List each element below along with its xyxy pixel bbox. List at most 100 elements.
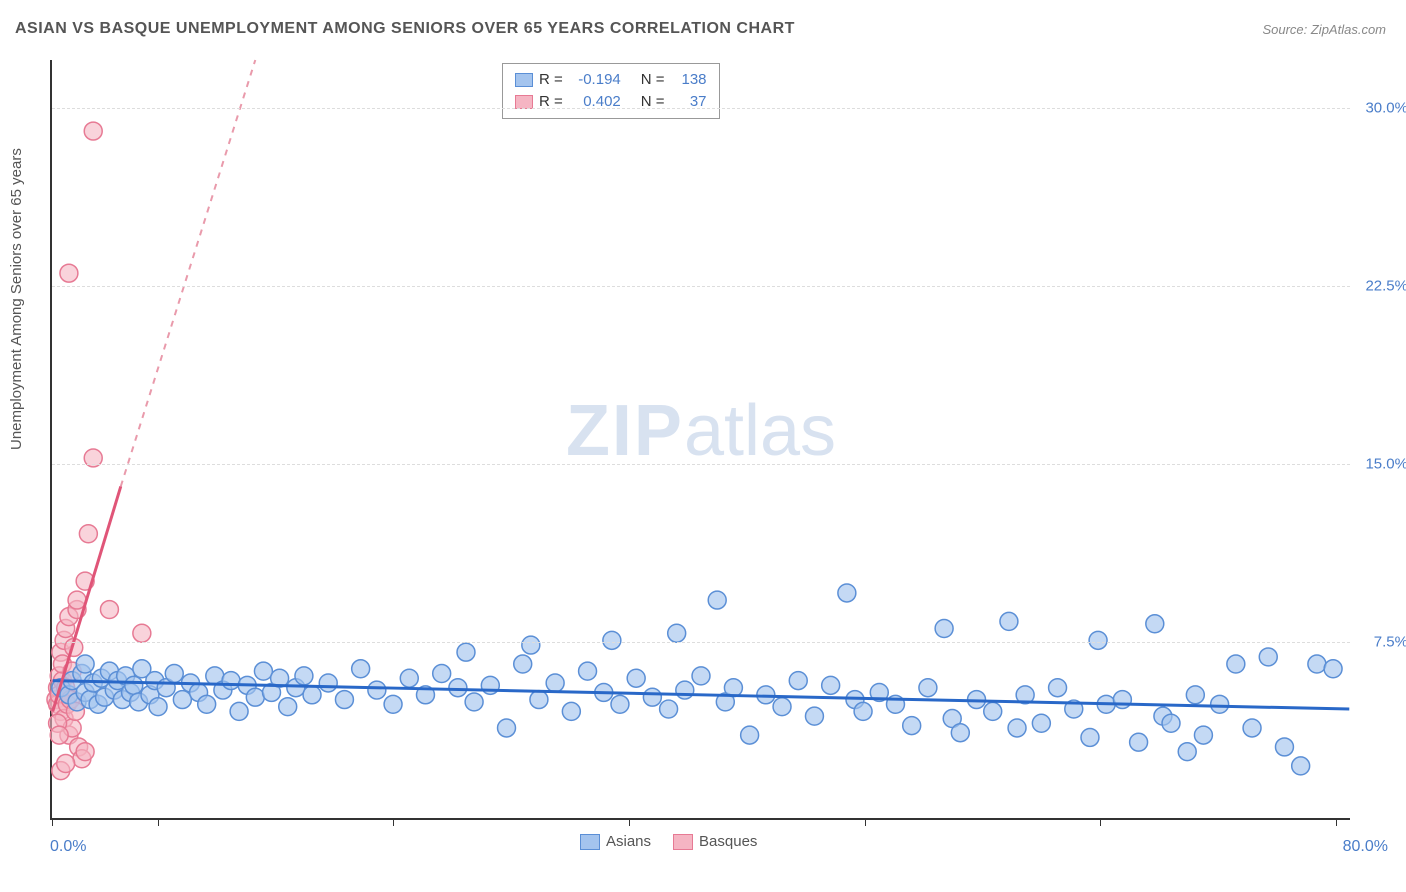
x-tick — [393, 818, 394, 826]
scatter-point — [741, 726, 759, 744]
scatter-point — [603, 631, 621, 649]
scatter-point — [1008, 719, 1026, 737]
scatter-point — [1194, 726, 1212, 744]
n-value: 37 — [671, 91, 707, 113]
scatter-point — [1146, 615, 1164, 633]
scatter-point — [708, 591, 726, 609]
scatter-point — [303, 686, 321, 704]
scatter-point — [465, 693, 483, 711]
y-tick-label: 7.5% — [1374, 633, 1406, 650]
legend-label: Asians — [606, 833, 651, 850]
scatter-point — [279, 698, 297, 716]
scatter-point — [1032, 714, 1050, 732]
scatter-point — [368, 681, 386, 699]
scatter-point — [1178, 743, 1196, 761]
scatter-point — [384, 695, 402, 713]
scatter-point — [984, 702, 1002, 720]
scatter-point — [611, 695, 629, 713]
scatter-point — [84, 122, 102, 140]
x-tick — [158, 818, 159, 826]
legend-swatch — [515, 73, 533, 87]
r-value: -0.194 — [569, 69, 621, 91]
scatter-point — [838, 584, 856, 602]
x-tick — [865, 818, 866, 826]
scatter-point — [433, 665, 451, 683]
bottom-legend: Asians Basques — [580, 833, 757, 850]
scatter-point — [76, 743, 94, 761]
scatter-point — [352, 660, 370, 678]
scatter-point — [1324, 660, 1342, 678]
scatter-point — [935, 620, 953, 638]
scatter-point — [854, 702, 872, 720]
x-tick — [1336, 818, 1337, 826]
scatter-point — [1089, 631, 1107, 649]
legend-item: Asians — [580, 833, 651, 850]
scatter-point — [822, 676, 840, 694]
scatter-point — [1275, 738, 1293, 756]
stats-row: R =0.402N =37 — [515, 91, 707, 113]
scatter-point — [165, 665, 183, 683]
scatter-point — [400, 669, 418, 687]
scatter-point — [579, 662, 597, 680]
scatter-point — [1243, 719, 1261, 737]
scatter-point — [676, 681, 694, 699]
scatter-point — [76, 655, 94, 673]
legend-swatch — [580, 834, 600, 850]
x-axis-max-label: 80.0% — [1343, 838, 1388, 856]
x-axis-min-label: 0.0% — [50, 838, 86, 856]
scatter-point — [951, 724, 969, 742]
scatter-point — [449, 679, 467, 697]
scatter-point — [57, 755, 75, 773]
y-tick-label: 22.5% — [1365, 277, 1406, 294]
gridline — [52, 642, 1350, 643]
scatter-point — [1000, 612, 1018, 630]
scatter-point — [457, 643, 475, 661]
n-value: 138 — [671, 69, 707, 91]
scatter-point — [254, 662, 272, 680]
scatter-point — [1130, 733, 1148, 751]
scatter-point — [198, 695, 216, 713]
trend-line — [121, 60, 256, 486]
r-label: R = — [539, 69, 563, 91]
scatter-point — [222, 672, 240, 690]
scatter-point — [522, 636, 540, 654]
scatter-point — [1211, 695, 1229, 713]
scatter-point — [1227, 655, 1245, 673]
stats-row: R = -0.194 N = 138 — [515, 69, 707, 91]
scatter-point — [50, 726, 68, 744]
n-label: N = — [641, 69, 665, 91]
scatter-point — [546, 674, 564, 692]
stats-legend-box: R = -0.194 N = 138R =0.402N =37 — [502, 63, 720, 119]
r-label: R = — [539, 91, 563, 113]
scatter-point — [1113, 691, 1131, 709]
gridline — [52, 464, 1350, 465]
chart-plot-area: ZIPatlas R =-0.194N =138R =0.402N =37 7.… — [50, 60, 1350, 820]
scatter-point — [562, 702, 580, 720]
scatter-point — [133, 624, 151, 642]
scatter-point — [335, 691, 353, 709]
scatter-point — [1308, 655, 1326, 673]
scatter-point — [295, 667, 313, 685]
x-tick — [629, 818, 630, 826]
scatter-point — [100, 601, 118, 619]
scatter-point — [1162, 714, 1180, 732]
scatter-point — [1259, 648, 1277, 666]
scatter-point — [1186, 686, 1204, 704]
scatter-point — [660, 700, 678, 718]
legend-item: Basques — [673, 833, 757, 850]
scatter-point — [1292, 757, 1310, 775]
scatter-point — [319, 674, 337, 692]
scatter-point — [498, 719, 516, 737]
x-tick — [1100, 818, 1101, 826]
y-tick-label: 15.0% — [1365, 455, 1406, 472]
source-label: Source: ZipAtlas.com — [1262, 22, 1386, 37]
y-axis-label: Unemployment Among Seniors over 65 years — [8, 148, 25, 450]
gridline — [52, 108, 1350, 109]
scatter-point — [149, 698, 167, 716]
scatter-point — [692, 667, 710, 685]
scatter-point — [627, 669, 645, 687]
legend-label: Basques — [699, 833, 757, 850]
scatter-point — [514, 655, 532, 673]
scatter-point — [668, 624, 686, 642]
scatter-point — [1049, 679, 1067, 697]
